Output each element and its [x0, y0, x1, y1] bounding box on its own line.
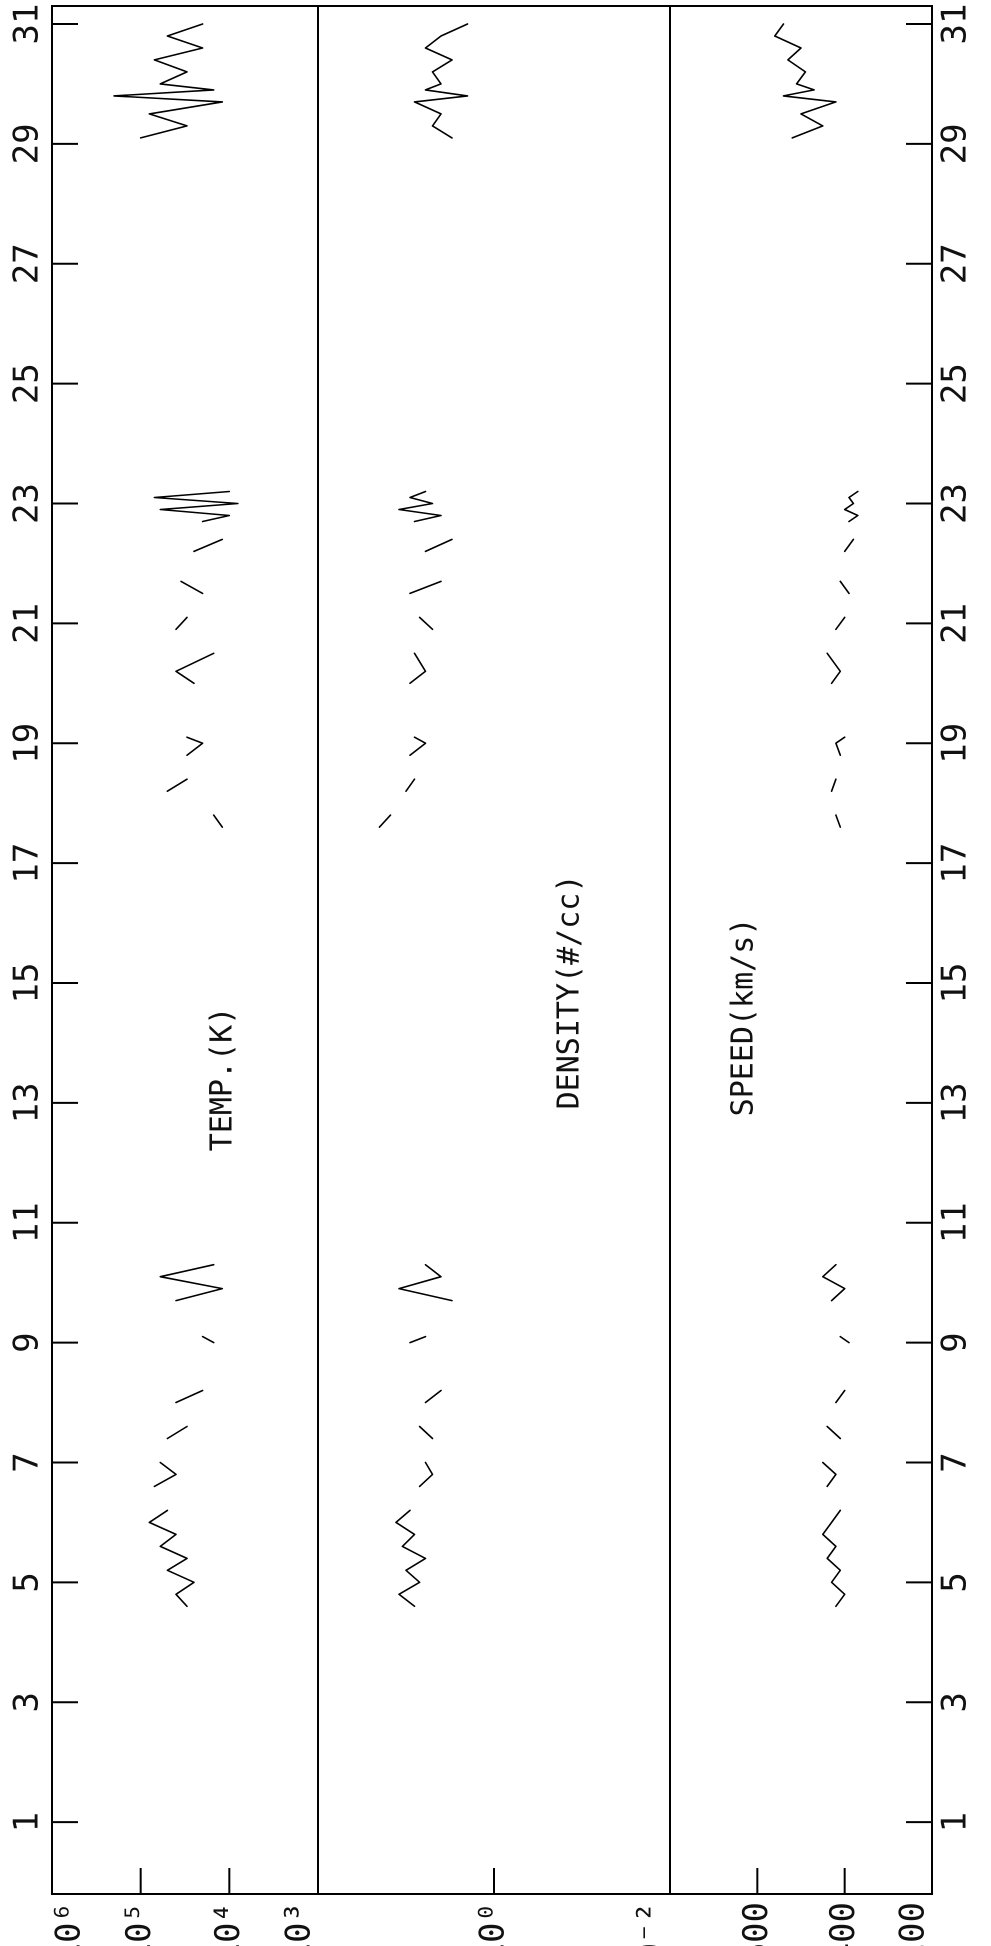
x-tick-label: 1 [7, 1812, 47, 1832]
y-tick-label: 10⁻² [631, 1902, 671, 1946]
panel-frame [669, 5, 933, 1895]
x-tick-label: 5 [7, 1572, 47, 1592]
x-tick-label: 17 [935, 843, 975, 884]
panel-frame [51, 5, 319, 1895]
x-tick-label: 21 [7, 603, 47, 644]
data-line [113, 23, 239, 1608]
x-tick-label: 9 [935, 1332, 975, 1352]
x-tick-label: 27 [935, 243, 975, 284]
data-line [774, 23, 859, 1608]
x-tick-label: 7 [7, 1452, 47, 1472]
rotated-plot: 10⁶ 10⁵ 10⁴ 10³135791113151719212325272931T… [7, 4, 975, 1946]
panel-label: SPEED(km/s) [726, 918, 761, 1117]
y-tick-label: 10⁶ [49, 1902, 89, 1946]
y-tick-label: 10⁰ [473, 1902, 513, 1946]
data-line [378, 23, 469, 1608]
x-tick-label: 13 [7, 1082, 47, 1123]
x-tick-label: 15 [7, 962, 47, 1003]
x-tick-label: 15 [935, 962, 975, 1003]
x-tick-label: 11 [935, 1202, 975, 1243]
x-tick-label: 31 [935, 4, 975, 45]
panel-label: DENSITY(#/cc) [552, 875, 587, 1110]
x-tick-label: 27 [7, 243, 47, 284]
x-tick-label: 13 [935, 1082, 975, 1123]
panel-frame [317, 5, 671, 1895]
x-tick-label: 11 [7, 1202, 47, 1243]
x-tick-label: 3 [7, 1692, 47, 1712]
x-tick-label: 25 [7, 363, 47, 404]
y-tick-label: 600 [736, 1902, 776, 1946]
x-tick-label: 23 [935, 483, 975, 524]
y-tick-label: 10³ [279, 1902, 319, 1946]
x-tick-label: 1 [935, 1812, 975, 1832]
x-tick-label: 9 [7, 1332, 47, 1352]
y-tick-label: 400 [823, 1902, 863, 1946]
x-tick-label: 3 [935, 1692, 975, 1712]
y-tick-label: 10⁵ [119, 1902, 159, 1946]
y-tick-label: 10⁴ [208, 1902, 248, 1946]
x-tick-label: 19 [935, 723, 975, 764]
x-tick-label: 29 [7, 123, 47, 164]
x-tick-label: 19 [7, 723, 47, 764]
x-tick-label: 17 [7, 843, 47, 884]
x-tick-label: 5 [935, 1572, 975, 1592]
x-tick-label: 7 [935, 1452, 975, 1472]
panel-label: TEMP.(K) [205, 1007, 240, 1152]
x-tick-label: 25 [935, 363, 975, 404]
x-tick-label: 23 [7, 483, 47, 524]
y-tick-label: 200 [893, 1902, 933, 1946]
x-tick-label: 31 [7, 4, 47, 45]
x-tick-label: 21 [935, 603, 975, 644]
x-tick-label: 29 [935, 123, 975, 164]
